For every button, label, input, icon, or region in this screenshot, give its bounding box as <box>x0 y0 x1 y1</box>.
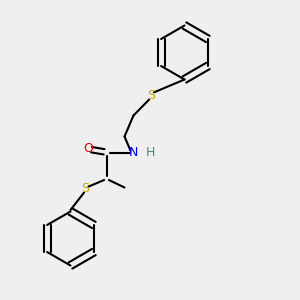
Text: N: N <box>129 146 138 160</box>
Text: S: S <box>148 89 155 103</box>
Text: S: S <box>82 182 89 196</box>
Text: O: O <box>84 142 93 155</box>
Text: H: H <box>145 146 155 160</box>
